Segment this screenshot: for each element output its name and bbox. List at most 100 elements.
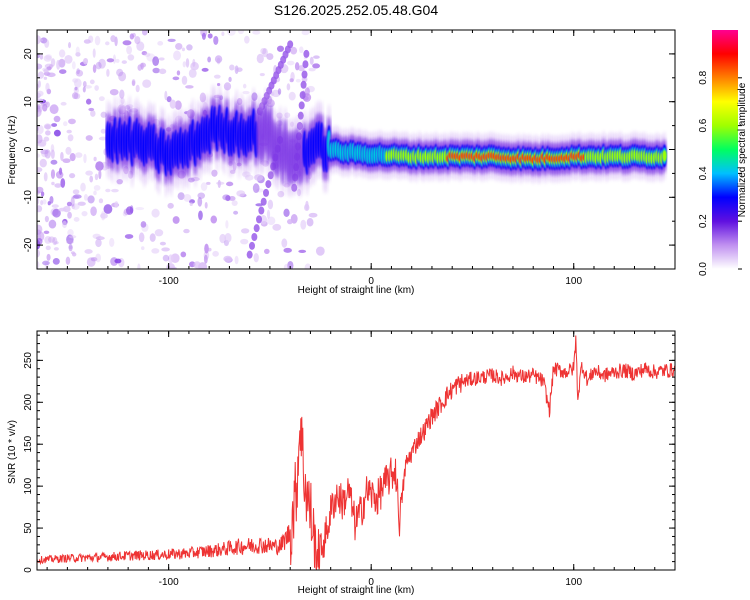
spectrogram-noise-blob (111, 188, 119, 193)
figure-title: S126.2025.252.05.48.G04 (274, 2, 438, 18)
spectrogram-noise-blob (53, 115, 61, 123)
spectrogram-noise-blob (39, 54, 44, 60)
spectrogram-x-ticks: -100 0 100 (46, 30, 676, 287)
spectrogram-noise-blob (276, 45, 285, 52)
spectrogram-noise-blob (169, 99, 177, 109)
spectrogram-noise-blob (234, 255, 239, 265)
spectrogram-noise-blob (62, 158, 71, 164)
spectrogram-noise-blob (82, 81, 87, 88)
spectrogram-noise-blob (42, 103, 48, 112)
spectrogram-noise-blob (183, 193, 192, 202)
spectrogram-noise-blob (198, 210, 203, 221)
spectrogram-noise-blob (124, 234, 134, 239)
spectrogram-noise-blob (304, 87, 310, 96)
spectrogram-noise-blob (100, 211, 106, 221)
spectrogram-noise-blob (44, 215, 49, 223)
spectrogram-noise-blob (173, 50, 182, 61)
spectrogram-noise-blob (304, 203, 310, 212)
spectrogram-noise-blob (43, 136, 50, 142)
colorbar-tick-label: 0.2 (698, 214, 709, 228)
spectrogram-noise-blob (176, 70, 181, 76)
spectrogram-noise-blob (64, 54, 73, 64)
spectrogram-noise-blob (288, 91, 296, 101)
spectrogram-noise-blob (37, 63, 43, 70)
spectrogram-noise-blob (168, 266, 177, 269)
spectrogram-noise-blob (37, 249, 41, 258)
spectrogram-noise-blob (65, 146, 72, 155)
spectrogram-noise-blob (85, 135, 93, 141)
spectrogram-noise-blob (212, 250, 219, 257)
snr-xtick-label: -100 (159, 577, 179, 588)
spectrogram-noise-blob (226, 181, 234, 187)
spectrogram-noise-blob (240, 238, 249, 245)
spectrogram-noise-blob (242, 83, 247, 89)
spectrogram-noise-blob (226, 30, 236, 36)
spectrogram-ytick-label: 20 (23, 48, 34, 60)
spectrogram-noise-blob (193, 261, 201, 269)
spectrogram-noise-blob (144, 52, 151, 57)
spectrogram-noise-blob (162, 254, 170, 262)
spectrogram-noise-blob (71, 92, 79, 100)
spectrogram-noise-blob (37, 112, 42, 116)
spectrogram-noise-blob (50, 149, 55, 160)
spectrogram-streak-blob (302, 60, 309, 69)
spectrogram-noise-blob (46, 88, 52, 95)
spectrogram-noise-blob (192, 58, 196, 67)
spectrogram-noise-blob (201, 67, 209, 72)
spectrogram-noise-blob (92, 48, 96, 58)
spectrogram-noise-blob (71, 61, 76, 70)
spectrogram-noise-blob (283, 247, 292, 253)
spectrogram-noise-blob (207, 247, 212, 252)
spectrogram-streak-blob (256, 215, 263, 224)
spectrogram-noise-blob (131, 80, 136, 87)
spectrogram-noise-blob (103, 148, 107, 155)
spectrogram-noise-blob (75, 69, 84, 77)
spectrogram-noise-blob (142, 79, 152, 88)
spectrogram-noise-blob (48, 236, 56, 243)
spectrogram-noise-blob (98, 169, 102, 180)
spectrogram-noise-blob (270, 91, 275, 96)
spectrogram-noise-blob (66, 129, 72, 134)
spectrogram-noise-blob (201, 32, 206, 40)
spectrogram-noise-blob (207, 33, 213, 39)
spectrogram-noise-blob (42, 260, 50, 266)
spectrogram-noise-blob (53, 129, 61, 137)
spectrogram-xtick-label: 0 (368, 276, 374, 287)
spectrogram-noise-blob (308, 212, 318, 218)
spectrogram-streak-blob (300, 80, 307, 89)
spectrogram-noise-blob (309, 56, 314, 65)
spectrogram-noise-blob (135, 84, 140, 93)
spectrogram-noise-blob (267, 199, 274, 210)
spectrogram-noise-blob (298, 249, 307, 253)
spectrogram-noise-blob (159, 241, 166, 246)
spectrogram-noise-blob (129, 205, 134, 214)
spectrogram-noise-blob (93, 156, 97, 162)
spectrogram-noise-blob (44, 261, 49, 269)
spectrogram-noise-blob (122, 40, 132, 46)
spectrogram-noise-blob (37, 35, 42, 45)
spectrogram-noise-blob (120, 97, 125, 105)
spectrogram-noise-blob (135, 206, 145, 211)
spectrogram-noise-blob (68, 245, 73, 250)
spectrogram-streak-blob (253, 224, 260, 233)
spectrogram-noise-blob (266, 209, 271, 219)
spectrogram-noise-blob (259, 72, 265, 77)
spectrogram-noise-blob (81, 210, 88, 217)
snr-content (37, 335, 675, 570)
spectrogram-noise-blob (75, 152, 83, 158)
spectrogram-noise-blob (58, 207, 67, 212)
snr-plot-area (37, 331, 675, 570)
spectrogram-noise-blob (71, 204, 76, 210)
spectrogram-noise-blob (84, 249, 93, 254)
spectrogram-noise-blob (129, 33, 135, 40)
spectrogram-noise-blob (149, 233, 156, 242)
spectrogram-streak-blob (303, 49, 310, 58)
spectrogram-noise-blob (151, 248, 160, 254)
spectrogram-noise-blob (37, 153, 41, 158)
spectrogram-noise-blob (98, 136, 108, 141)
spectrogram-noise-blob (225, 195, 231, 202)
spectrogram-noise-blob (95, 161, 104, 171)
spectrogram-noise-blob (80, 182, 86, 192)
spectrogram-noise-blob (181, 75, 188, 85)
